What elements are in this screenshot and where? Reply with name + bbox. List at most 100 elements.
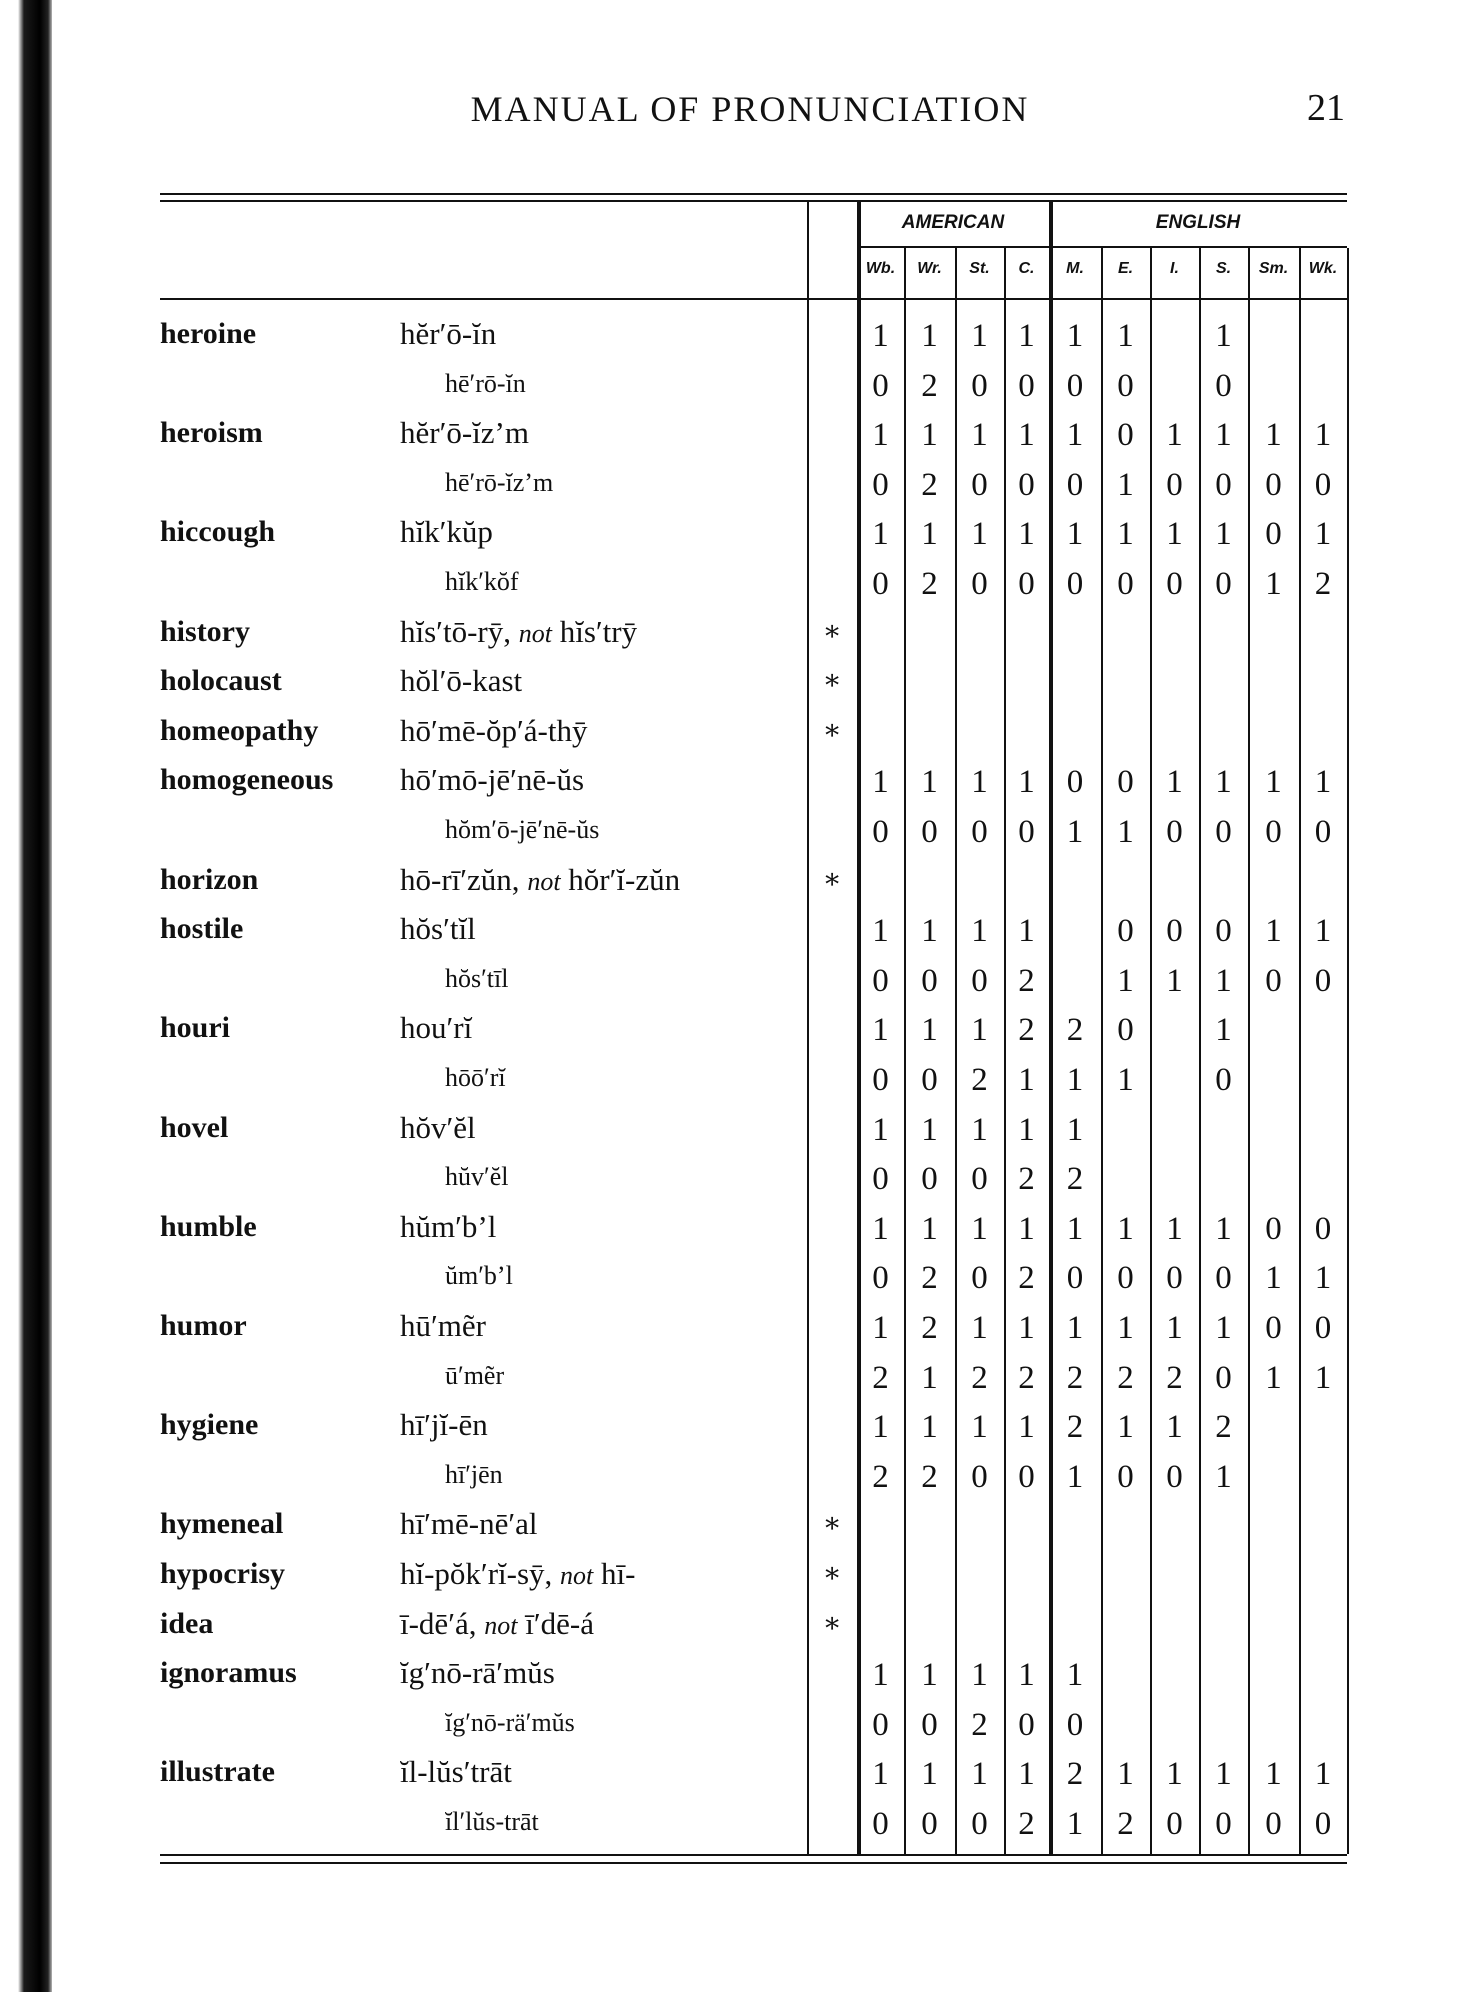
headword: history [160,614,250,648]
authority-value: 1 [1265,913,1282,950]
pronunciation-text: hŏm′ō-jē′nē-ŭs [445,815,600,844]
pronunciation-text: hōō′rĭ [445,1063,506,1092]
incorrect-pronunciation: hĭs′trȳ [559,613,638,649]
authority-value: 1 [1018,1210,1035,1247]
authority-value: 0 [872,1806,889,1842]
asterisk-mark: ∗ [822,714,842,746]
authority-value: 1 [1117,962,1134,999]
authority-value: 1 [1018,417,1035,454]
authority-value: 1 [872,1756,889,1793]
authority-value: 1 [1215,962,1232,999]
authority-value: 2 [921,466,938,503]
authority-value: 1 [1265,417,1282,454]
pronunciation-text: hŏs′tĭl [400,911,476,947]
headword: humor [160,1309,247,1342]
group-header-english: ENGLISH [1155,212,1241,233]
authority-value: 0 [872,466,889,503]
authority-value: 1 [1215,1210,1232,1247]
column-divider [1199,248,1201,1854]
authority-value: 1 [971,764,988,801]
authority-value: 0 [1166,814,1183,850]
pronunciation-text: hō′mē-ŏp′á-thȳ [400,712,588,748]
authority-value: 0 [1018,566,1035,602]
authority-value: 0 [1314,466,1332,503]
asterisk-mark: ∗ [822,1508,842,1540]
authority-value: 1 [872,1409,889,1446]
authority-value: 1 [1018,764,1035,801]
authority-value: 0 [1117,913,1134,950]
authority-value: 0 [1117,417,1134,454]
authority-value: 1 [1265,566,1282,602]
authority-value: 0 [1066,764,1084,801]
authority-value: 0 [1265,962,1282,999]
not-label: not [560,1561,594,1590]
pronunciation-text: hĭk′kŭp [400,514,493,550]
authority-value: 2 [921,1310,938,1346]
authority-value: 1 [1215,1310,1232,1346]
headword: hygiene [160,1408,259,1442]
authority-value: 1 [1117,1310,1134,1346]
authority-value: 1 [921,1012,938,1049]
authority-value: 1 [971,1210,988,1247]
authority-value: 0 [1314,1310,1332,1346]
authority-value: 1 [1117,466,1134,503]
pronunciation-text: hou′rĭ [400,1010,473,1046]
pronunciation: hō-rī′zŭn, not hŏr′ĭ-zŭn [400,860,680,902]
authority-value: 2 [872,1458,889,1495]
authority-value: 1 [1018,1111,1035,1148]
star-column-divider [807,202,809,1854]
pronunciation: hē′rō-ĭz’m [445,463,553,503]
pronunciation-text: hū′mẽr [400,1308,486,1343]
authority-value: 0 [1066,566,1084,602]
authority-value: 1 [1018,318,1035,354]
authority-value: 0 [1215,814,1232,850]
authority-value: 0 [1166,1458,1183,1495]
pronunciation: hŭv′ĕl [445,1157,508,1197]
authority-value: 0 [971,814,988,850]
authority-value: 1 [1066,417,1084,454]
authority-value: 2 [921,1260,938,1297]
not-label: not [518,618,552,648]
authority-value: 1 [1117,516,1134,553]
authority-value: 0 [1166,1806,1183,1842]
pronunciation-text: hō′mō-jē′nē-ŭs [400,762,585,798]
authority-value: 2 [1066,1409,1084,1446]
asterisk-mark: ∗ [822,1558,842,1589]
column-header: Sm. [1258,260,1289,277]
authority-value: 1 [971,1310,988,1346]
authority-value: 1 [1117,814,1134,850]
authority-value: 1 [921,1756,938,1793]
authority-value: 1 [1018,1756,1035,1793]
authority-value: 1 [1066,1062,1084,1098]
authority-value: 0 [1117,1260,1134,1297]
authority-value: 1 [872,1012,889,1049]
authority-value: 1 [1265,1359,1282,1396]
authority-value: 0 [971,962,988,999]
authority-value: 1 [921,1657,938,1694]
authority-value: 0 [872,1706,889,1743]
authority-value: 1 [1166,1756,1183,1793]
column-header: St. [969,260,990,277]
column-divider [1347,248,1349,1854]
pronunciation-text: hī′jēn [445,1459,503,1489]
incorrect-pronunciation: hī- [601,1556,636,1591]
pronunciation-text: hŭm′b’l [400,1208,497,1244]
authority-value: 2 [1066,1359,1084,1396]
authority-value: 1 [872,1111,889,1148]
authority-value: 0 [1018,1706,1035,1743]
pronunciation-text: ĭl-lŭs′trāt [400,1754,512,1790]
authority-value: 1 [971,1409,988,1446]
authority-value: 1 [1066,1210,1084,1247]
authority-value: 2 [921,367,938,404]
authority-value: 1 [872,417,889,454]
authority-value: 0 [1018,1458,1035,1495]
asterisk-mark: ∗ [822,615,842,647]
authority-value: 1 [1018,1657,1035,1694]
column-header: S. [1215,260,1232,277]
pronunciation: hĕr′ō-ĭn [400,314,496,354]
pronunciation: hō′mē-ŏp′á-thȳ [400,711,587,751]
pronunciation: hī′mē-nē′al [400,1504,538,1544]
asterisk-mark: ∗ [822,1607,842,1639]
authority-value: 0 [872,814,889,850]
authority-value: 0 [1265,1310,1282,1346]
